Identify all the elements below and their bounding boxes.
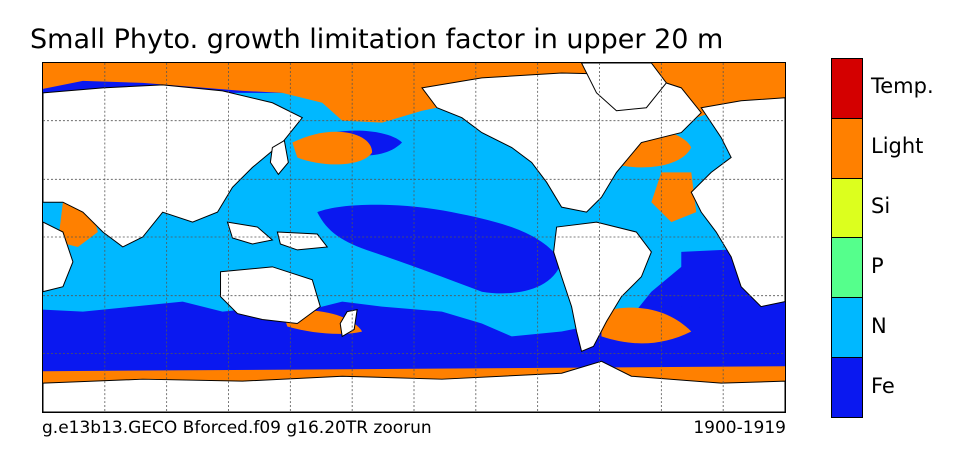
colorbar-label-si: Si	[871, 194, 891, 218]
colorbar-segment-p	[832, 238, 862, 299]
colorbar-segment-n	[832, 298, 862, 359]
colorbar-segment-si	[832, 178, 862, 239]
colorbar-label-temp: Temp.	[871, 74, 934, 98]
map-title: Small Phyto. growth limitation factor in…	[30, 24, 724, 55]
colorbar-label-n: N	[871, 314, 887, 338]
time-period: 1900-1919	[693, 418, 786, 438]
map-plot	[42, 62, 786, 413]
run-name: g.e13b13.GECO Bforced.f09 g16.20TR zooru…	[42, 418, 432, 438]
colorbar-label-p: P	[871, 254, 884, 278]
colorbar-segment-temp	[832, 59, 862, 119]
colorbar-label-fe: Fe	[871, 374, 895, 398]
colorbar	[831, 58, 863, 418]
colorbar-segment-fe	[832, 358, 862, 417]
graticule	[43, 63, 785, 412]
colorbar-label-light: Light	[871, 134, 924, 158]
colorbar-segment-light	[832, 118, 862, 179]
map-canvas	[43, 63, 785, 412]
